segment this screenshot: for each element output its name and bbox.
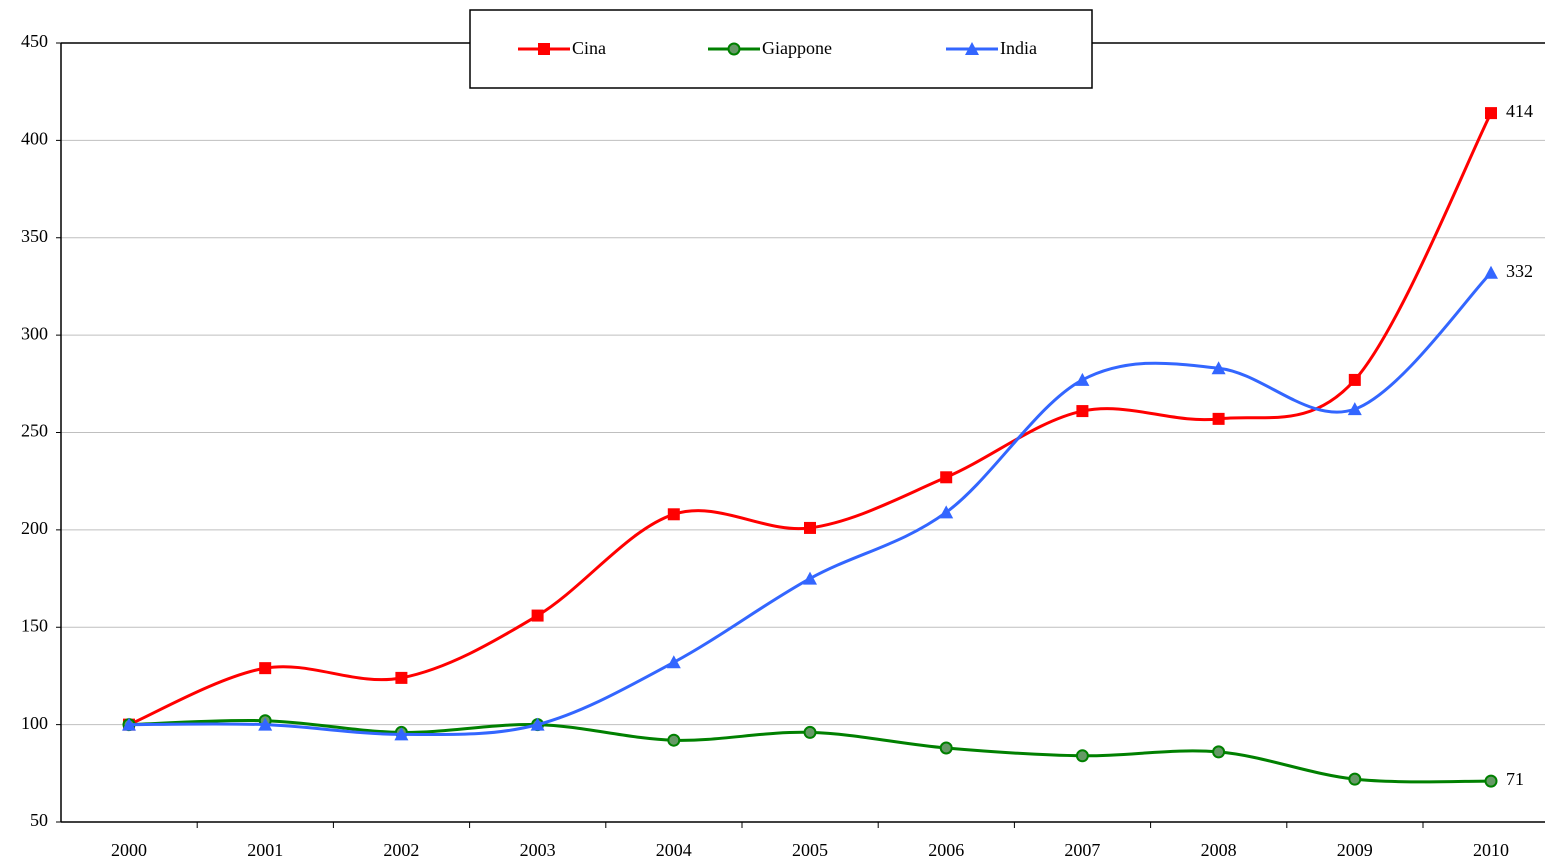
data-point	[939, 505, 954, 519]
data-point	[531, 609, 544, 622]
data-point	[122, 717, 136, 731]
data-label: 332	[1506, 261, 1533, 281]
x-tick-label: 2009	[1337, 840, 1373, 860]
y-tick-label: 50	[30, 810, 48, 830]
series-line	[128, 271, 1493, 737]
data-label: 414	[1506, 101, 1533, 121]
y-tick-label: 150	[21, 615, 48, 635]
x-tick-label: 2006	[928, 840, 964, 860]
y-tick-label: 300	[21, 323, 48, 343]
y-tick-label: 250	[21, 421, 48, 441]
x-tick-label: 2001	[247, 840, 283, 860]
x-tick-label: 2010	[1473, 840, 1509, 860]
x-tick-label: 2002	[383, 840, 419, 860]
data-point	[258, 717, 273, 731]
data-point	[1348, 373, 1361, 386]
data-point	[1076, 405, 1089, 418]
data-point	[667, 508, 680, 521]
legend-marker	[965, 42, 979, 55]
data-point	[394, 727, 409, 741]
y-tick-label: 350	[21, 226, 48, 246]
data-point	[1212, 745, 1226, 759]
x-tick-label: 2007	[1064, 840, 1100, 860]
data-point	[1075, 372, 1090, 386]
data-point	[530, 717, 545, 731]
series-line	[128, 112, 1493, 727]
x-tick-label: 2000	[111, 840, 147, 860]
legend-label: India	[1000, 38, 1037, 58]
y-tick-label: 100	[21, 713, 48, 733]
legend-label: Giappone	[762, 38, 832, 58]
y-tick-label: 450	[21, 31, 48, 51]
data-point	[1211, 361, 1226, 375]
data-point	[259, 662, 272, 675]
data-point	[1484, 265, 1498, 279]
x-tick-label: 2005	[792, 840, 828, 860]
x-tick-label: 2004	[656, 840, 692, 860]
data-point	[1484, 774, 1498, 788]
data-point	[940, 471, 953, 484]
x-tick-label: 2003	[520, 840, 556, 860]
data-point	[395, 671, 408, 684]
y-tick-label: 200	[21, 518, 48, 538]
y-tick-label: 400	[21, 129, 48, 149]
data-point	[667, 733, 681, 747]
legend-marker	[538, 43, 550, 55]
data-point	[1212, 412, 1225, 425]
legend-marker	[727, 42, 741, 56]
data-point	[666, 655, 681, 669]
legend-label: Cina	[572, 38, 606, 58]
data-point	[1347, 402, 1362, 416]
data-point	[1348, 772, 1362, 786]
data-point	[1075, 749, 1089, 763]
x-tick-label: 2008	[1201, 840, 1237, 860]
data-point	[804, 521, 816, 534]
data-point	[803, 725, 817, 739]
data-point	[939, 741, 953, 755]
data-point	[1485, 107, 1497, 120]
data-label: 71	[1506, 769, 1524, 789]
data-point	[803, 571, 817, 585]
